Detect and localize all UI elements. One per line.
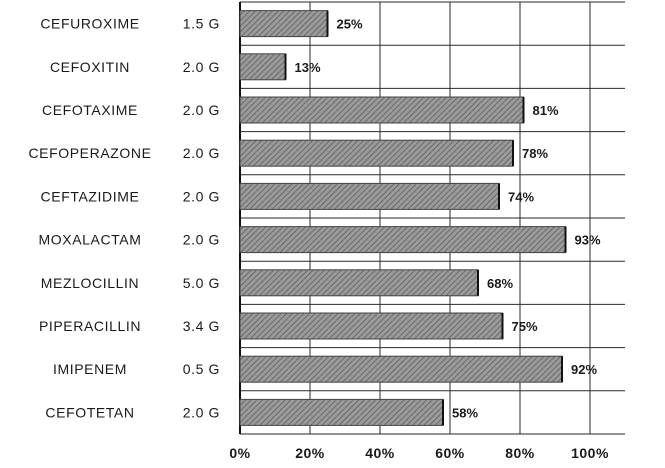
dose-label: 3.4 G (183, 318, 220, 334)
labels: 25% CEFUROXIME 1.5 G 13% CEFOXITIN 2.0 G 81% CE… (28, 16, 601, 421)
category-label: CEFOTAXIME (42, 102, 138, 118)
data-label: 68% (487, 276, 513, 291)
bar-cefotaxime (239, 96, 524, 124)
bar-moxalactam (239, 226, 566, 254)
dose-label: 2.0 G (183, 145, 220, 161)
category-label: CEFOPERAZONE (28, 145, 151, 161)
dose-label: 2.0 G (183, 188, 220, 204)
bar-piperacillin (239, 312, 503, 340)
bar-ceftazidime (239, 182, 500, 210)
x-tick-label: 0% (229, 445, 250, 461)
x-tick-label: 60% (435, 445, 465, 461)
bar-cefoperazone (239, 139, 514, 167)
dose-label: 0.5 G (183, 361, 220, 377)
category-label: CEFTAZIDIME (41, 188, 140, 204)
data-label: 92% (571, 362, 597, 377)
data-label: 75% (512, 319, 538, 334)
bar-cefotetan (239, 398, 444, 426)
x-tick-label: 100% (571, 445, 609, 461)
data-label: 78% (522, 146, 548, 161)
data-label: 81% (533, 103, 559, 118)
dose-label: 1.5 G (183, 16, 220, 32)
bar-imipenem (239, 355, 563, 383)
category-label: MOXALACTAM (39, 232, 142, 248)
data-label: 74% (508, 189, 534, 204)
x-tick-label: 80% (505, 445, 535, 461)
bar-cefoxitin (239, 53, 286, 81)
category-label: CEFOTETAN (45, 404, 134, 420)
bar-mezlocillin (239, 269, 479, 297)
dose-label: 2.0 G (183, 232, 220, 248)
bar-cefuroxime (239, 10, 328, 38)
x-tick-label: 20% (295, 445, 325, 461)
data-label: 13% (295, 60, 321, 75)
category-label: PIPERACILLIN (39, 318, 141, 334)
bars (239, 10, 567, 426)
data-label: 25% (337, 17, 363, 32)
x-tick-label: 40% (365, 445, 395, 461)
dose-label: 2.0 G (183, 404, 220, 420)
data-label: 58% (452, 405, 478, 420)
dose-label: 2.0 G (183, 102, 220, 118)
grid (240, 1, 625, 435)
category-label: MEZLOCILLIN (41, 275, 139, 291)
category-label: IMIPENEM (53, 361, 127, 377)
dose-label: 2.0 G (183, 59, 220, 75)
category-label: CEFUROXIME (40, 16, 139, 32)
dose-label: 5.0 G (183, 275, 220, 291)
data-label: 93% (575, 233, 601, 248)
category-label: CEFOXITIN (50, 59, 130, 75)
